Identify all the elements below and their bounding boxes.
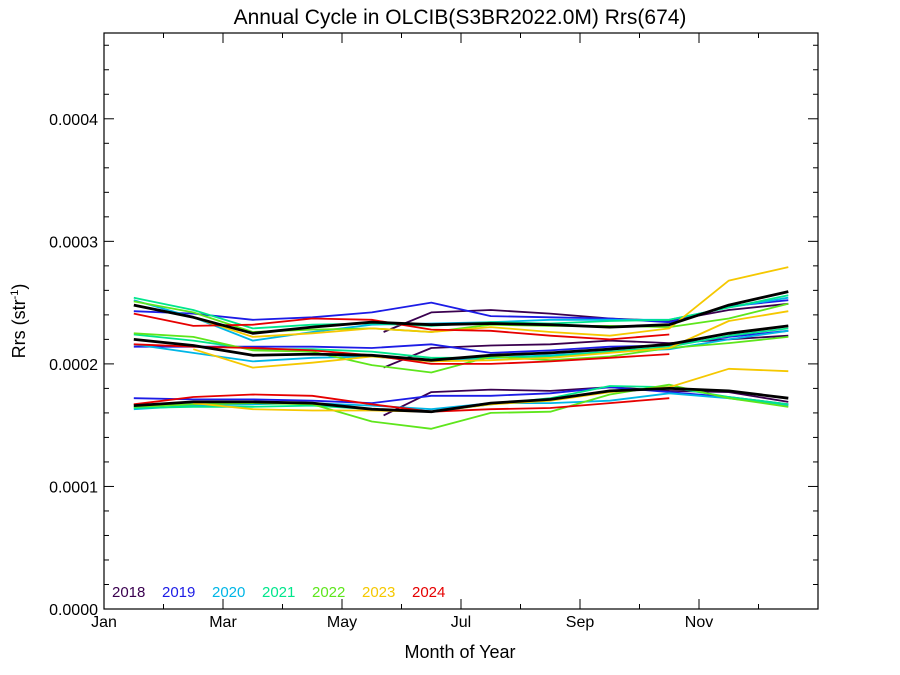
y-axis-label-suffix: ): [9, 284, 29, 290]
x-tick-label: Jul: [451, 614, 471, 631]
legend: 2018 2019 2020 2021 2022 2023 2024: [112, 584, 445, 601]
legend-entry-2018: 2018: [112, 584, 145, 601]
series-line-0: [133, 393, 670, 413]
series-layer: [133, 266, 789, 430]
legend-entry-2022: 2022: [312, 584, 345, 601]
y-tick-label: 0.0002: [49, 357, 98, 374]
y-tick-label: 0.0004: [49, 112, 98, 129]
series-mean: [133, 290, 789, 414]
x-axis-label: Month of Year: [404, 642, 515, 662]
series-line-0: [133, 386, 789, 406]
legend-entry-2020: 2020: [212, 584, 245, 601]
legend-entry-2024: 2024: [412, 584, 445, 601]
series-line-1: [133, 343, 670, 365]
mean-line-0: [133, 386, 789, 414]
legend-entry-2023: 2023: [362, 584, 395, 601]
mean-line-1: [133, 324, 789, 362]
y-axis-label-superscript: -1: [9, 290, 21, 300]
chart-title: Annual Cycle in OLCIB(S3BR2022.0M) Rrs(6…: [234, 6, 687, 29]
y-axis: 0.0000 0.0001 0.0002 0.0003 0.0004: [49, 44, 818, 619]
x-axis: Jan Mar May Jul Sep Nov: [91, 33, 759, 631]
series-2018: [383, 302, 789, 417]
legend-entry-2021: 2021: [262, 584, 295, 601]
y-tick-label: 0.0003: [49, 234, 98, 251]
series-line-2: [383, 302, 789, 333]
y-tick-label: 0.0001: [49, 479, 98, 496]
series-line-0: [383, 386, 789, 417]
x-tick-label: Nov: [685, 614, 713, 631]
y-tick-label: 0.0000: [49, 602, 98, 619]
mean-line-2: [133, 290, 789, 335]
series-line-1: [193, 310, 789, 369]
legend-entry-2019: 2019: [162, 584, 195, 601]
series-line-2: [193, 266, 789, 338]
series-2024: [133, 312, 670, 413]
series-line-2: [133, 300, 789, 333]
x-tick-label: Mar: [209, 614, 237, 631]
y-axis-label: Rrs (str-1): [9, 284, 29, 359]
x-tick-label: Jan: [91, 614, 117, 631]
series-line-1: [383, 334, 789, 369]
y-axis-label-main: Rrs (str: [9, 299, 29, 358]
x-tick-label: May: [327, 614, 357, 631]
x-tick-label: Sep: [566, 614, 595, 631]
series-2020: [133, 296, 789, 411]
